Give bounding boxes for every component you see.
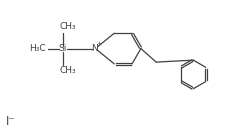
Text: H₃C: H₃C	[29, 44, 45, 53]
Text: CH₃: CH₃	[59, 66, 76, 75]
Text: CH₃: CH₃	[59, 22, 76, 31]
Text: +: +	[96, 41, 102, 46]
Text: N: N	[91, 44, 98, 53]
Text: Si: Si	[59, 44, 67, 53]
Text: I⁻: I⁻	[6, 115, 16, 128]
